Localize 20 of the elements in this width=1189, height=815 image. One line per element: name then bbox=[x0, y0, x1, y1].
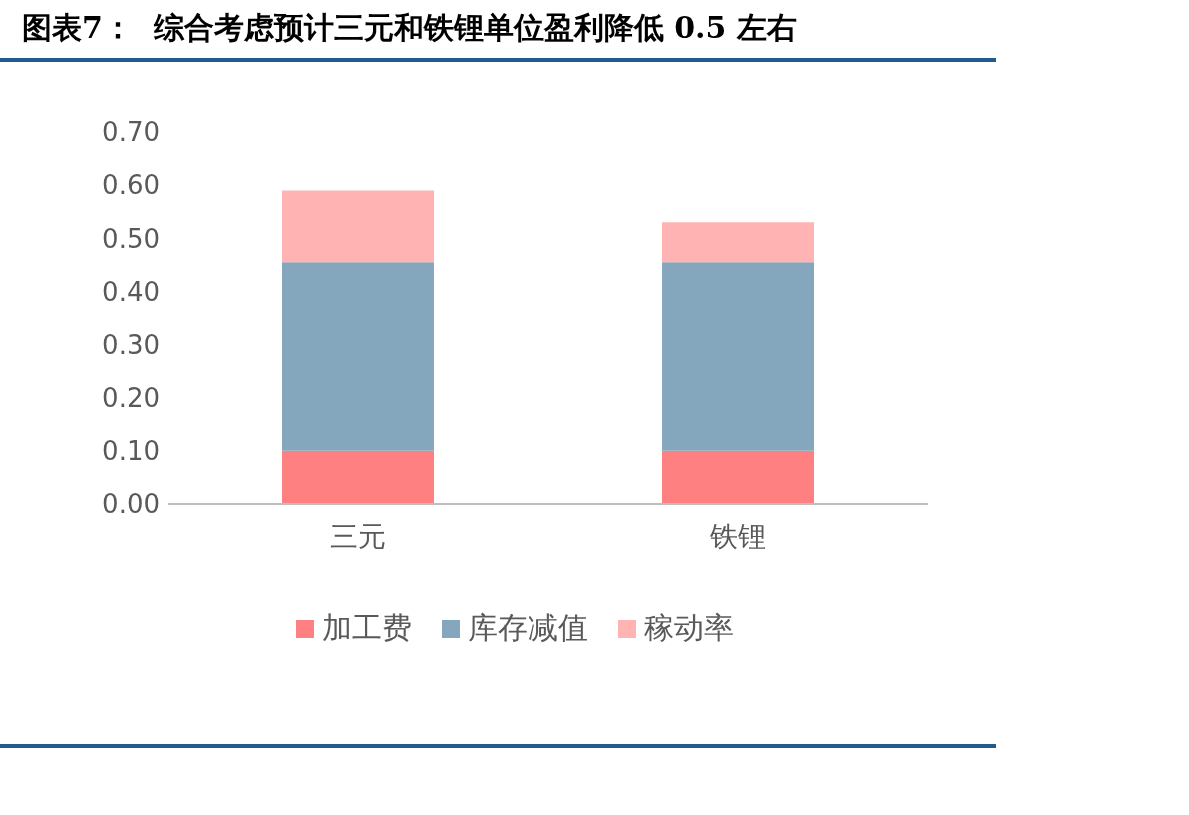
y-tick-label: 0.40 bbox=[102, 276, 160, 307]
y-tick-label: 0.70 bbox=[102, 117, 160, 148]
x-tick-label: 三元 bbox=[330, 519, 386, 553]
bar bbox=[662, 450, 814, 504]
y-tick-label: 0.00 bbox=[102, 489, 160, 520]
y-tick-label: 0.30 bbox=[102, 329, 160, 360]
chart-title: 图表7： 综合考虑预计三元和铁锂单位盈利降低 0.5 左右 bbox=[22, 9, 797, 47]
y-tick-label: 0.10 bbox=[102, 436, 160, 467]
bar bbox=[282, 190, 434, 263]
bar bbox=[282, 450, 434, 504]
legend-label: 稼动率 bbox=[644, 609, 734, 647]
y-tick-label: 0.60 bbox=[102, 170, 160, 201]
y-tick-label: 0.20 bbox=[102, 382, 160, 413]
y-tick-label: 0.50 bbox=[102, 223, 160, 254]
bar bbox=[282, 262, 434, 451]
bar bbox=[662, 262, 814, 451]
legend-label: 库存减值 bbox=[468, 609, 588, 647]
x-tick-label: 铁锂 bbox=[709, 519, 766, 553]
legend-label: 加工费 bbox=[322, 609, 412, 647]
bar bbox=[662, 222, 814, 263]
